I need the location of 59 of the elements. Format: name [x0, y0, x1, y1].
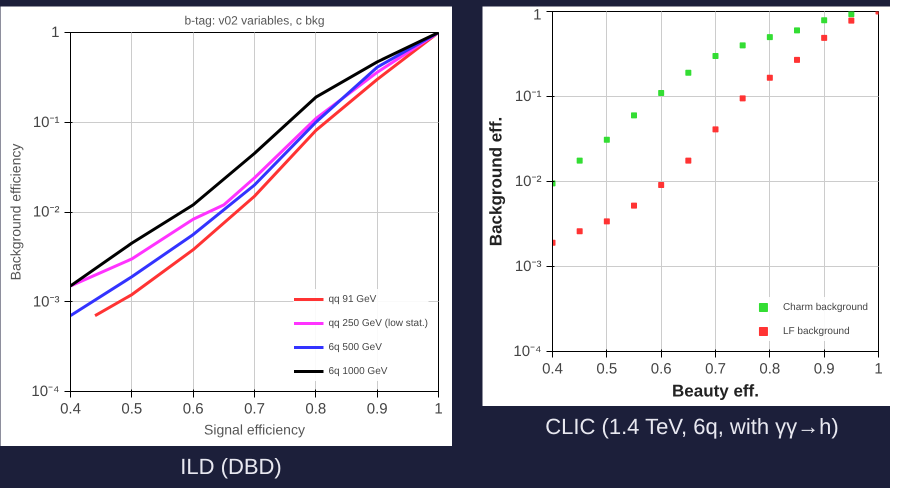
y-axis-title: Background eff.	[486, 116, 506, 246]
text: CLIC (1.4 TeV, 6q, with γγ→h)	[545, 413, 839, 441]
point	[740, 42, 746, 48]
y-tick-label: 1	[533, 6, 542, 24]
point	[658, 90, 664, 96]
x-tick-label: 0.4	[60, 400, 81, 418]
x-axis-title: Beauty eff.	[672, 382, 759, 400]
point	[794, 27, 800, 34]
x-tick-label: 0.4	[542, 360, 563, 378]
point	[848, 18, 854, 24]
y-axis-title: Background efficiency	[7, 144, 24, 280]
x-tick-label: 0.5	[596, 360, 618, 378]
point	[766, 34, 773, 40]
y-tick-label: 10⁻²	[32, 204, 60, 220]
legend-label: 6q 1000 GeV	[328, 366, 388, 376]
point	[712, 52, 718, 59]
x-tick-label: 1	[434, 400, 443, 418]
point	[794, 56, 800, 63]
x-tick-label: 0.8	[759, 360, 780, 378]
y-tick-label: 10⁻¹	[32, 114, 60, 131]
x-tick-label: 1	[874, 360, 883, 378]
y-tick-label: 10⁻³	[514, 258, 542, 275]
point	[740, 95, 746, 102]
point	[631, 202, 637, 209]
point	[685, 158, 692, 164]
x-tick-label: 0.7	[705, 360, 726, 378]
legend-label: qq 250 GeV (low stat.)	[328, 318, 428, 328]
point	[658, 182, 664, 188]
legend-label: LF background	[782, 326, 850, 336]
x-tick-label: 0.8	[305, 400, 326, 418]
point	[712, 126, 718, 132]
point	[576, 158, 583, 164]
y-tick-label: 10⁻²	[514, 173, 542, 190]
point	[848, 12, 854, 18]
point	[766, 74, 773, 81]
y-tick-label: 10⁻⁴	[31, 383, 60, 400]
point	[685, 70, 692, 76]
y-tick-label: 1	[51, 24, 60, 41]
x-tick-label: 0.6	[650, 360, 672, 378]
chart-title: b-tag: v02 variables, c bkg	[184, 14, 325, 28]
point	[604, 136, 610, 143]
y-tick-label: 10⁻⁴	[513, 343, 542, 360]
point	[821, 17, 828, 24]
y-tick-label: 10⁻¹	[514, 88, 542, 105]
x-tick-label: 0.7	[244, 400, 265, 418]
x-tick-label: 0.9	[814, 360, 835, 378]
point	[631, 112, 637, 118]
text: ILD (DBD)	[180, 453, 282, 481]
x-tick-label: 0.5	[121, 400, 142, 418]
x-tick-label: 0.9	[366, 400, 388, 418]
legend-label: qq 91 GeV	[328, 294, 376, 304]
x-axis-title: Signal efficiency	[204, 422, 305, 438]
point	[576, 228, 583, 234]
y-tick-label: 10⁻³	[32, 293, 60, 310]
legend-label: 6q 500 GeV	[328, 342, 382, 352]
point	[821, 34, 828, 41]
x-tick-label: 0.6	[182, 400, 204, 418]
point	[604, 218, 610, 224]
legend-label: Charm background	[782, 302, 868, 312]
